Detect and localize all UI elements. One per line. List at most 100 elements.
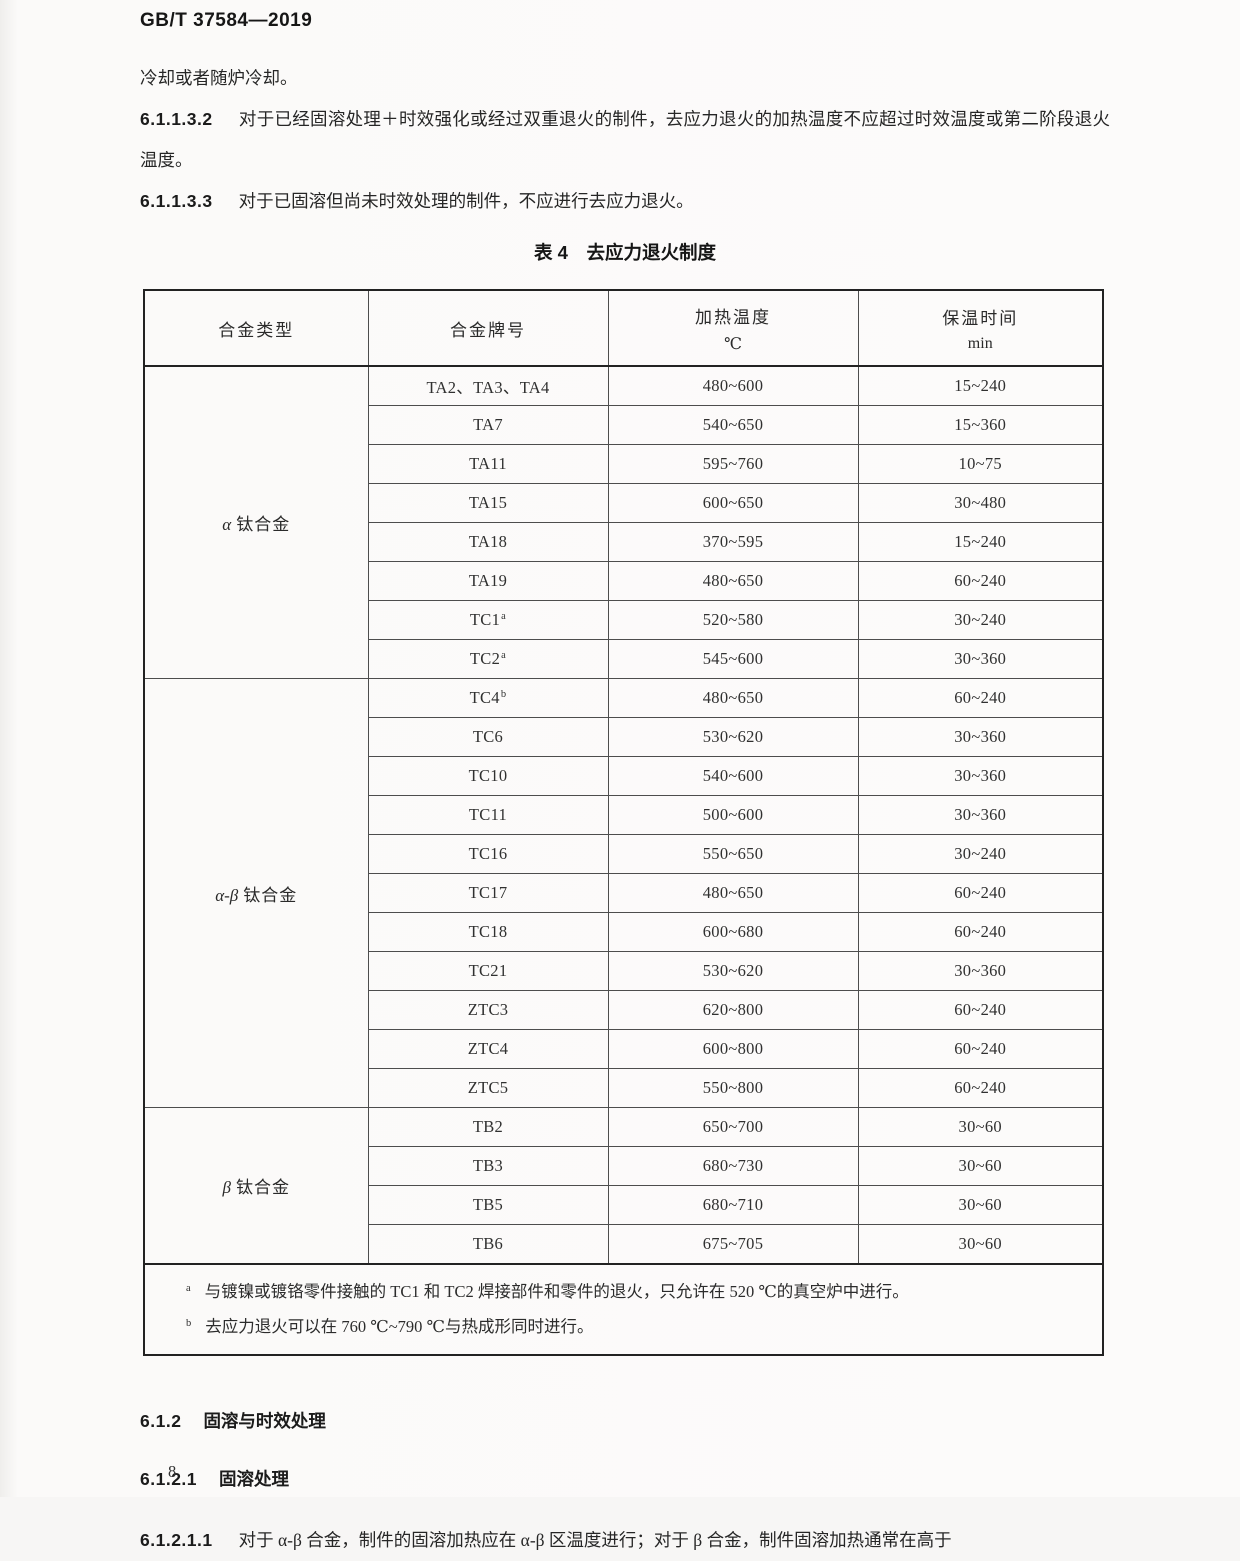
heating-temp-cell: 480~650 <box>607 873 859 913</box>
alloy-grade-cell: TB6 <box>367 1224 609 1265</box>
heating-temp-cell: 600~650 <box>607 483 859 523</box>
alloy-grade-cell: TC18 <box>367 912 609 952</box>
header-alloy-grade: 合金牌号 <box>367 289 609 367</box>
table-row: TA18 370~595 15~240 <box>144 522 1104 562</box>
table-row: β 钛合金 TB2 650~700 30~60 <box>143 1107 1104 1265</box>
alloy-type-greek: β <box>222 1178 231 1197</box>
standard-number: GB/T 37584—2019 <box>140 10 313 31</box>
alloy-grade-cell: TC10 <box>367 756 609 796</box>
table-row: TC2a 545~600 30~360 <box>144 639 1104 679</box>
heating-temp-cell: 540~600 <box>607 756 859 796</box>
footnote-marker: a <box>186 1282 191 1294</box>
table-header-row: 合金类型 合金牌号 加热温度 ℃ 保温时间 min <box>143 289 1104 367</box>
table-row: TA15 600~650 30~480 <box>144 483 1104 523</box>
alloy-grade-cell: TC4b <box>367 678 609 718</box>
holding-time-cell: 30~60 <box>857 1107 1104 1147</box>
alloy-type-cell: α-β 钛合金 <box>143 678 369 1108</box>
header-heating-temp: 加热温度 ℃ <box>607 289 859 367</box>
stress-relief-annealing-table: 合金类型 合金牌号 加热温度 ℃ 保温时间 min α 钛合金 TA2、TA3、TA… <box>143 289 1104 1356</box>
table-footnote: b 去应力退火可以在 760 ℃~790 ℃与热成形同时进行。 <box>186 1317 594 1336</box>
heating-temp-cell: 545~600 <box>607 639 859 679</box>
page-number: 8 <box>168 1462 177 1481</box>
holding-time-cell: 30~480 <box>857 483 1104 523</box>
table-header: 合金类型 合金牌号 加热温度 ℃ 保温时间 min <box>143 289 1104 367</box>
heating-temp-cell: 530~620 <box>607 717 859 757</box>
table-footer: a 与镀镍或镀铬零件接触的 TC1 和 TC2 焊接部件和零件的退火，只允许在 5… <box>143 1263 1104 1356</box>
clause-6-1-1-3-2: 6.1.1.3.2 对于已经固溶处理＋时效强化或经过双重退火的制件，去应力退火的加… <box>140 99 1110 181</box>
table-row: TC6 530~620 30~360 <box>144 717 1104 757</box>
alloy-grade-cell: TA7 <box>367 405 609 445</box>
clause-text: 对于 α-β 合金，制件的固溶加热应在 α-β 区温度进行；对于 β 合金，制件… <box>238 1530 952 1550</box>
header-holding-time-label: 保温时间 <box>942 308 1019 328</box>
holding-time-cell: 60~240 <box>857 873 1104 913</box>
heating-temp-cell: 480~600 <box>607 365 859 406</box>
header-holding-time: 保温时间 min <box>857 289 1104 367</box>
heating-temp-cell: 530~620 <box>607 951 859 991</box>
holding-time-cell: 30~360 <box>857 756 1104 796</box>
alloy-grade-cell: TA18 <box>367 522 609 562</box>
holding-time-cell: 60~240 <box>857 990 1104 1030</box>
heating-temp-cell: 480~650 <box>607 678 859 718</box>
holding-time-cell: 60~240 <box>857 1068 1104 1108</box>
holding-time-cell: 15~240 <box>857 365 1104 406</box>
table-footnote: a 与镀镍或镀铬零件接触的 TC1 和 TC2 焊接部件和零件的退火，只允许在 5… <box>186 1282 909 1301</box>
holding-time-cell: 15~360 <box>857 405 1104 445</box>
header-heating-temp-unit: ℃ <box>724 335 742 353</box>
footnotes-cell: a 与镀镍或镀铬零件接触的 TC1 和 TC2 焊接部件和零件的退火，只允许在 5… <box>143 1263 1104 1356</box>
heating-temp-cell: 480~650 <box>607 561 859 601</box>
table-title: 表 4 去应力退火制度 <box>534 242 716 263</box>
alloy-grade-cell: TC6 <box>367 717 609 757</box>
clause-text: 对于已经固溶处理＋时效强化或经过双重退火的制件，去应力退火的加热温度不应超过时效… <box>140 109 1110 170</box>
table-row: TB6 675~705 30~60 <box>144 1224 1104 1265</box>
alloy-grade-cell: ZTC4 <box>367 1029 609 1069</box>
alloy-grade-cell: TC11 <box>367 795 609 835</box>
heading-number: 6.1.2.1 <box>140 1469 198 1489</box>
table-row: TC17 480~650 60~240 <box>144 873 1104 913</box>
holding-time-cell: 10~75 <box>857 444 1104 484</box>
holding-time-cell: 60~240 <box>857 912 1104 952</box>
holding-time-cell: 30~60 <box>857 1146 1104 1186</box>
alloy-grade-cell: TC17 <box>367 873 609 913</box>
clause-text: 对于已固溶但尚未时效处理的制件，不应进行去应力退火。 <box>238 191 694 211</box>
alloy-grade-cell: ZTC5 <box>367 1068 609 1108</box>
alloy-grade-cell: TC21 <box>367 951 609 991</box>
table-body: α 钛合金 TA2、TA3、TA4 480~600 15~240 TA7 540~650 15… <box>143 365 1104 1265</box>
holding-time-cell: 30~60 <box>857 1224 1104 1265</box>
alloy-type-cell: α 钛合金 <box>143 365 369 679</box>
heating-temp-cell: 550~800 <box>607 1068 859 1108</box>
table-row: TB5 680~710 30~60 <box>144 1185 1104 1225</box>
holding-time-cell: 30~240 <box>857 834 1104 874</box>
table-row: α-β 钛合金 TC4b 480~650 60~240 <box>143 678 1104 1108</box>
holding-time-cell: 30~360 <box>857 951 1104 991</box>
heating-temp-cell: 600~680 <box>607 912 859 952</box>
footnote-marker: a <box>501 649 507 661</box>
holding-time-cell: 30~360 <box>857 795 1104 835</box>
holding-time-cell: 60~240 <box>857 561 1104 601</box>
alloy-type-greek: α <box>222 515 232 534</box>
table-row: TB3 680~730 30~60 <box>144 1146 1104 1186</box>
footnote-marker: b <box>186 1317 192 1329</box>
alloy-grade-cell: TC16 <box>367 834 609 874</box>
alloy-grade-cell: TA2、TA3、TA4 <box>367 365 609 406</box>
table-row: ZTC3 620~800 60~240 <box>144 990 1104 1030</box>
heating-temp-cell: 595~760 <box>607 444 859 484</box>
alloy-type-greek: α-β <box>215 885 239 905</box>
heating-temp-cell: 550~650 <box>607 834 859 874</box>
header-heating-temp-label: 加热温度 <box>695 307 771 327</box>
clause-number: 6.1.1.3.2 <box>140 109 213 129</box>
alloy-grade-cell: TB2 <box>367 1107 609 1147</box>
holding-time-cell: 30~360 <box>857 717 1104 757</box>
table-row: TA19 480~650 60~240 <box>144 561 1104 601</box>
holding-time-cell: 30~360 <box>857 639 1104 679</box>
heading-6-1-2-1: 6.1.2.1 固溶处理 <box>140 1466 1110 1491</box>
alloy-grade-cell: TC2a <box>367 639 609 679</box>
alloy-grade-cell: TB3 <box>367 1146 609 1186</box>
footnote-marker: a <box>501 610 507 622</box>
table-row: α 钛合金 TA2、TA3、TA4 480~600 15~240 <box>143 365 1104 679</box>
heating-temp-cell: 620~800 <box>607 990 859 1030</box>
header-holding-time-unit: min <box>967 334 993 352</box>
clause-number: 6.1.1.3.3 <box>140 191 213 211</box>
footnote-marker: b <box>500 688 507 700</box>
heading-number: 6.1.2 <box>140 1411 182 1431</box>
